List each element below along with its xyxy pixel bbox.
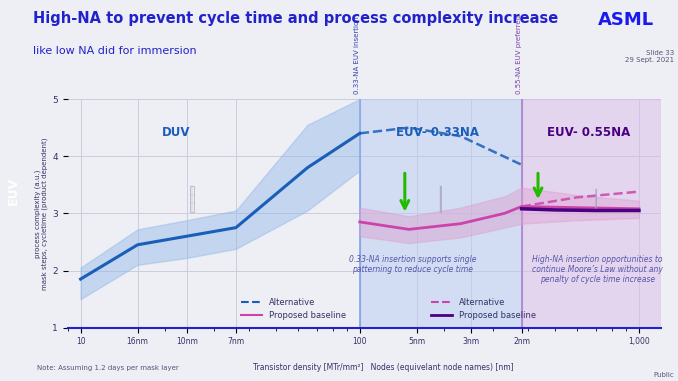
Text: Transistor density [MTr/mm²]   Nodes (equivelant node names) [nm]: Transistor density [MTr/mm²] Nodes (equi… xyxy=(253,363,513,371)
Text: Public: Public xyxy=(654,372,675,378)
Text: Note: Assuming 1.2 days per mask layer: Note: Assuming 1.2 days per mask layer xyxy=(37,365,179,371)
Text: High-NA insertion opportunities to
continue Moore’s Law without any
penalty of c: High-NA insertion opportunities to conti… xyxy=(532,255,663,284)
Legend: Alternative, Proposed baseline: Alternative, Proposed baseline xyxy=(428,295,539,323)
Bar xyxy=(190,186,194,212)
Text: EUV- 0.55NA: EUV- 0.55NA xyxy=(547,126,630,139)
Text: like low NA did for immersion: like low NA did for immersion xyxy=(33,46,196,56)
Bar xyxy=(440,186,441,212)
Text: 0.33-NA insertion supports single
patterning to reduce cycle time: 0.33-NA insertion supports single patter… xyxy=(349,255,477,274)
Text: 0.33-NA EUV insertion: 0.33-NA EUV insertion xyxy=(354,17,360,94)
Text: EUV: EUV xyxy=(6,176,20,205)
Text: High-NA to prevent cycle time and process complexity increase: High-NA to prevent cycle time and proces… xyxy=(33,11,558,26)
Text: DUV: DUV xyxy=(162,126,191,139)
Y-axis label: process complexity (a.u.)
mask steps, cycletime (product dependent): process complexity (a.u.) mask steps, cy… xyxy=(34,137,48,290)
Text: ASML: ASML xyxy=(598,11,654,29)
Bar xyxy=(360,99,521,328)
Text: EUV- 0.33NA: EUV- 0.33NA xyxy=(396,126,479,139)
Text: 0.55-NA EUV preferred: 0.55-NA EUV preferred xyxy=(516,16,521,94)
Bar xyxy=(521,99,661,328)
Text: Slide 33
29 Sept. 2021: Slide 33 29 Sept. 2021 xyxy=(626,50,675,62)
